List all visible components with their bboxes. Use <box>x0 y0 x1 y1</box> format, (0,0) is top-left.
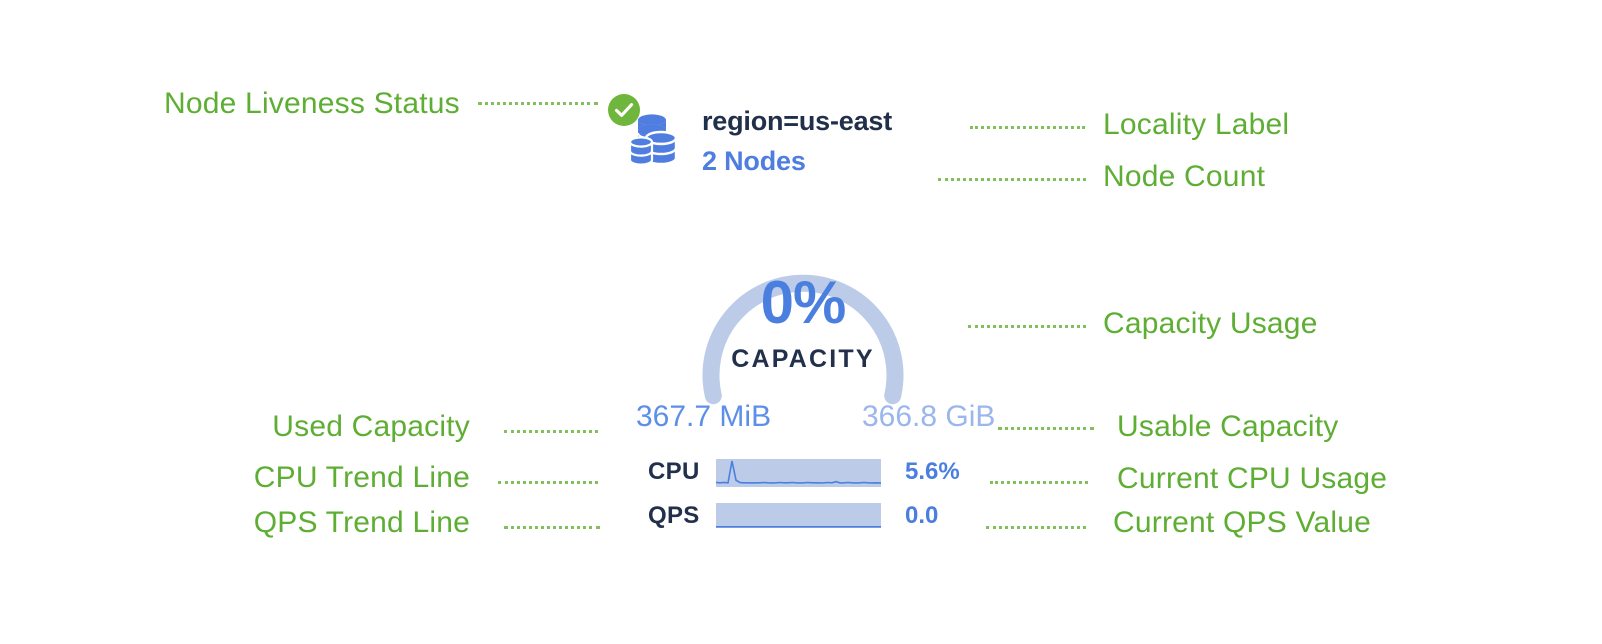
annotation-node-liveness-status-text: Node Liveness Status <box>164 87 460 120</box>
annotation-usable-capacity: Usable Capacity <box>1117 412 1338 442</box>
locality-label-value: region=us-east <box>702 106 893 136</box>
leader-usable-capacity <box>998 427 1094 433</box>
leader-qps-trend-line <box>504 526 600 532</box>
cpu-label: CPU <box>648 458 700 485</box>
capacity-gauge: 0% CAPACITY <box>648 205 958 410</box>
annotation-used-capacity-text: Used Capacity <box>272 410 470 443</box>
leader-capacity-usage <box>968 325 1086 331</box>
leader-used-capacity <box>504 430 598 436</box>
node-header-text: region=us-east 2 Nodes <box>702 108 892 175</box>
annotation-locality-label-text: Locality Label <box>1103 108 1290 141</box>
cpu-current-value: 5.6% <box>905 458 960 485</box>
capacity-values-row: 367.7 MiB 366.8 GiB <box>636 400 1036 438</box>
annotation-current-qps-value: Current QPS Value <box>1113 508 1371 538</box>
annotation-node-count-text: Node Count <box>1103 160 1266 193</box>
annotation-qps-trend-line-text: QPS Trend Line <box>253 506 470 539</box>
metric-row-cpu: CPU 5.6% <box>648 456 960 488</box>
qps-current-value: 0.0 <box>905 502 939 529</box>
annotation-used-capacity: Used Capacity <box>160 412 470 442</box>
node-liveness-status-badge <box>606 92 642 128</box>
qps-sparkline <box>716 501 881 531</box>
leader-cpu-trend-line <box>498 481 598 487</box>
node-count-value[interactable]: 2 Nodes <box>702 146 806 176</box>
leader-current-qps-value <box>986 526 1086 532</box>
annotation-node-count: Node Count <box>1103 162 1265 192</box>
cpu-sparkline <box>715 457 882 487</box>
annotation-node-liveness-status: Node Liveness Status <box>164 87 460 120</box>
used-capacity-value: 367.7 MiB <box>636 400 772 433</box>
qps-label: QPS <box>648 502 700 529</box>
annotation-current-cpu-usage: Current CPU Usage <box>1117 464 1387 494</box>
capacity-gauge-arc <box>702 274 904 405</box>
annotation-usable-capacity-text: Usable Capacity <box>1117 410 1339 443</box>
annotation-locality-label: Locality Label <box>1103 110 1289 140</box>
annotation-capacity-usage: Capacity Usage <box>1103 309 1318 339</box>
annotation-qps-trend-line: QPS Trend Line <box>155 508 470 538</box>
metric-row-qps: QPS 0.0 <box>648 500 938 532</box>
leader-current-cpu-usage <box>990 481 1088 487</box>
annotation-current-qps-value-text: Current QPS Value <box>1113 506 1371 539</box>
leader-node-count <box>938 178 1086 184</box>
leader-node-liveness-status <box>478 102 598 108</box>
usable-capacity-value: 366.8 GiB <box>862 400 996 433</box>
database-stack-icon <box>628 108 686 170</box>
node-header: region=us-east 2 Nodes <box>628 108 892 175</box>
annotation-cpu-trend-line: CPU Trend Line <box>155 463 470 493</box>
annotation-current-cpu-usage-text: Current CPU Usage <box>1117 462 1388 495</box>
annotation-cpu-trend-line-text: CPU Trend Line <box>253 461 470 494</box>
leader-locality-label <box>970 126 1085 132</box>
annotation-capacity-usage-text: Capacity Usage <box>1103 307 1318 340</box>
